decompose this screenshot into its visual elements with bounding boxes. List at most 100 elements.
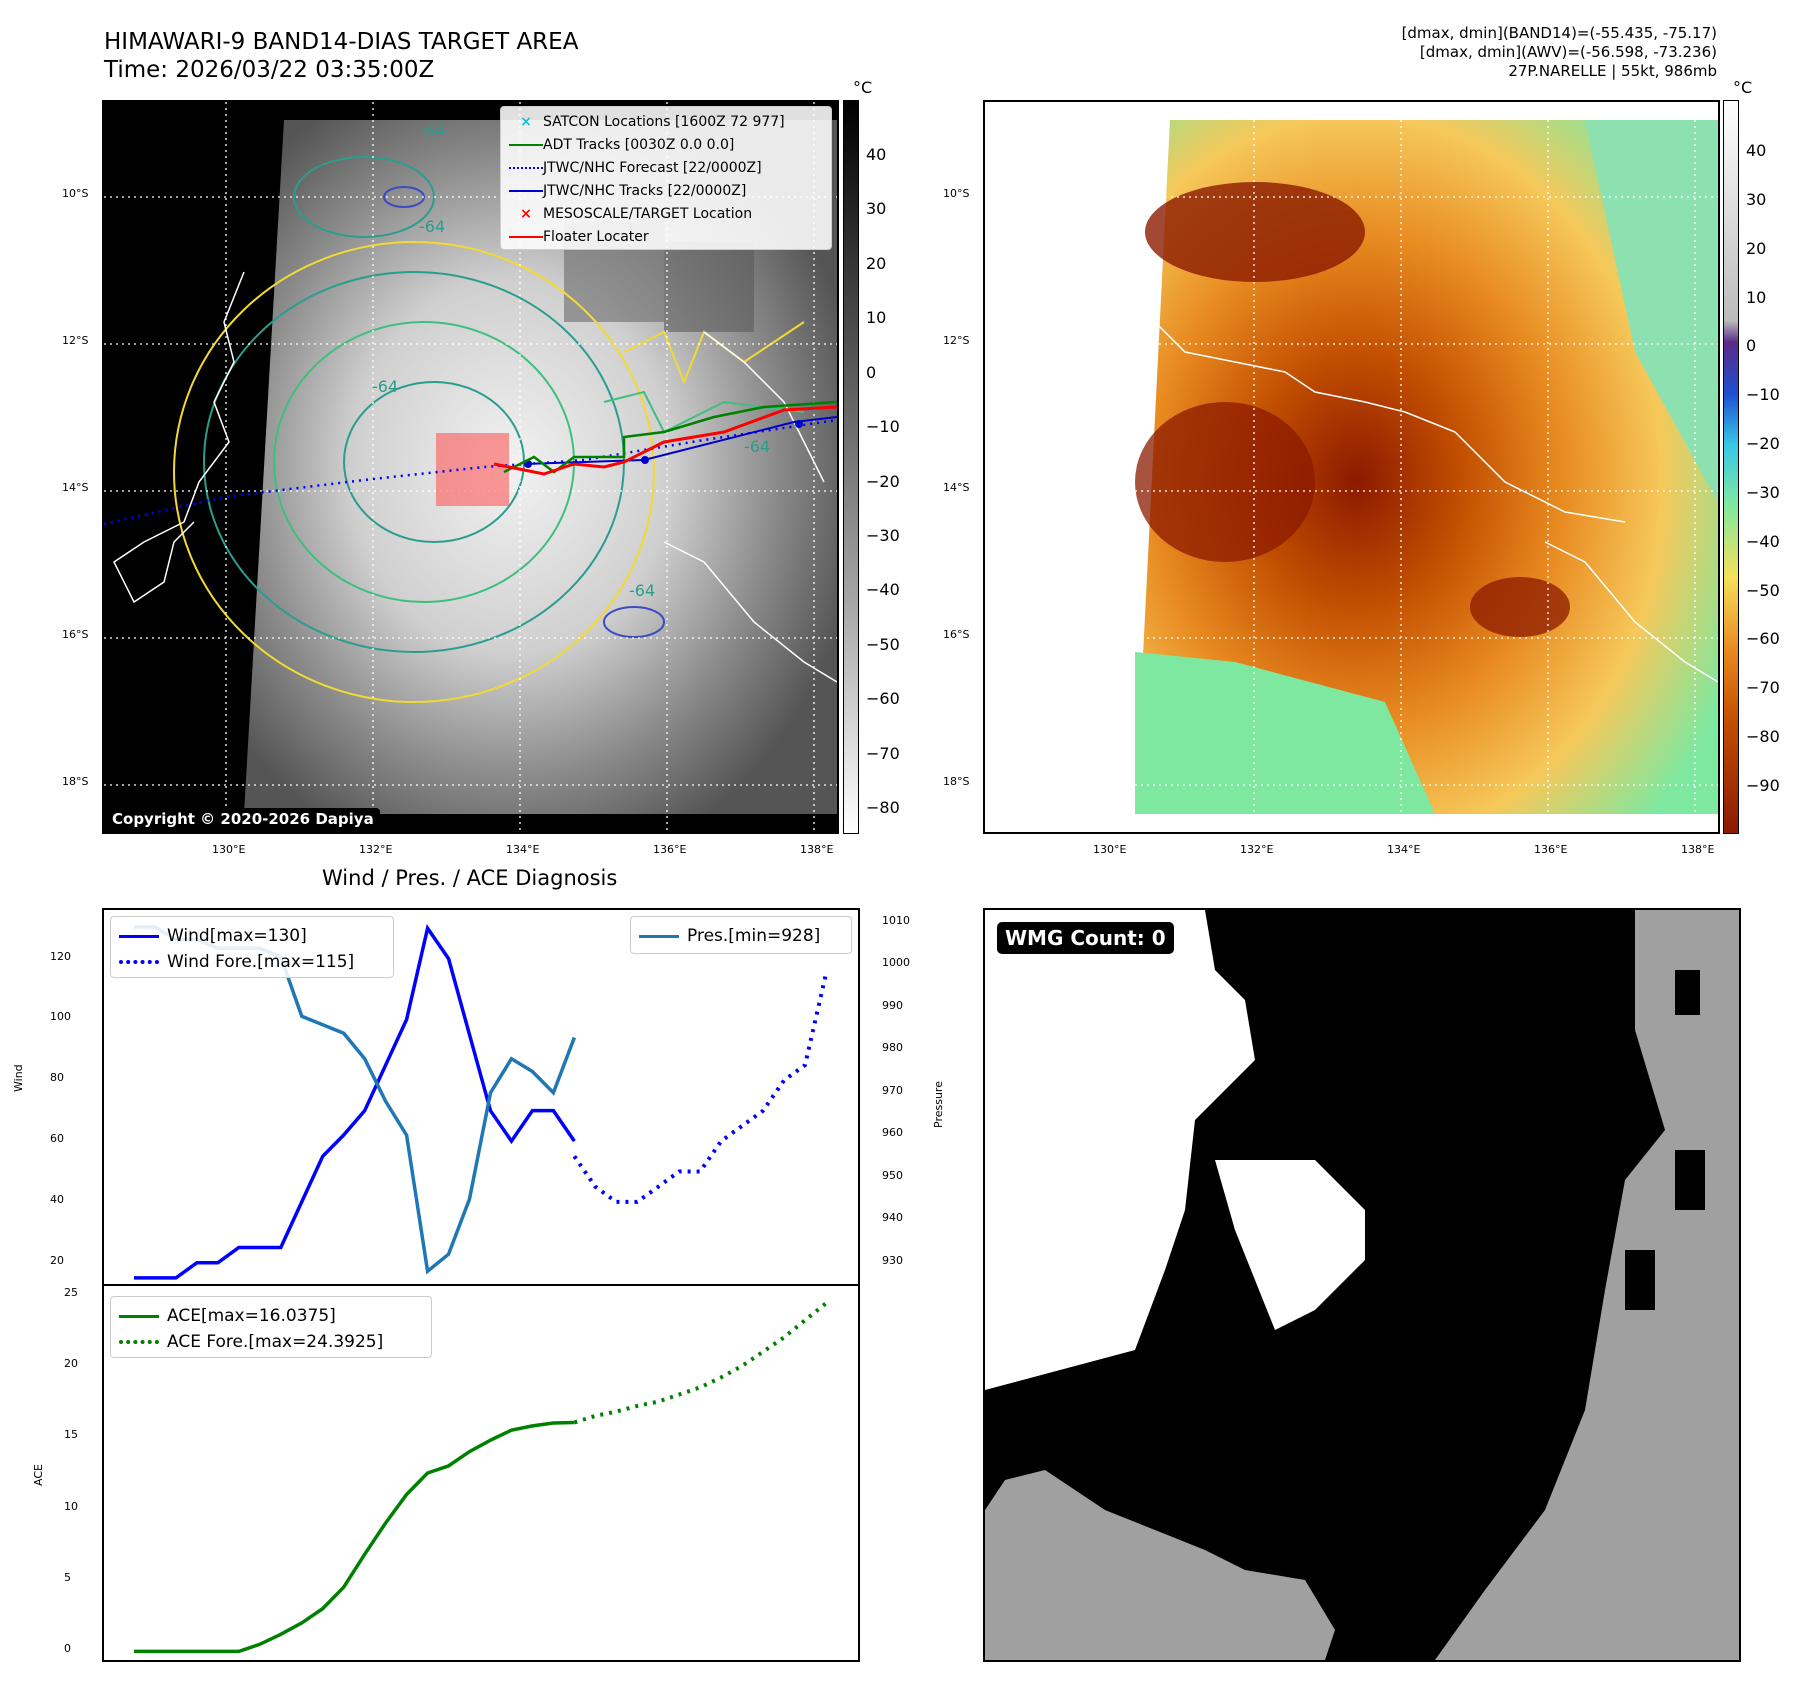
colorbar2-tick: 20 [1746,238,1767,258]
map-lat-tick: 10°S [943,187,970,200]
pressure-tick-label: 980 [882,1041,903,1055]
wind-tick-label: 40 [50,1192,64,1206]
legend-floater: Floater Locater [509,226,785,249]
map-lon-tick: 136°E [653,843,687,856]
legend-jtwc-forecast: JTWC/NHC Forecast [22/0000Z] [509,157,785,180]
legend-ace-fore: ACE Fore.[max=24.3925] [119,1329,383,1355]
legend-wind-fore: Wind Fore.[max=115] [119,949,354,975]
wind-tick-label: 120 [50,949,71,963]
satcon-marker-icon: × [520,114,532,130]
line-dot-marker-icon [509,190,543,192]
ace-tick-label: 20 [64,1356,78,1370]
colorbar1-tick: 40 [866,145,887,164]
colorbar1-tick: −20 [866,471,900,491]
dotted-line-icon [119,960,159,964]
solid-line-icon [119,1314,159,1318]
floater-locater-line [493,405,837,476]
colorbar2 [1723,100,1739,834]
map-lon-tick: 130°E [212,843,246,856]
wind-tick-label: 100 [50,1010,71,1024]
colorbar1-tick: −10 [866,417,900,437]
colorbar2-tick: −80 [1746,727,1780,747]
ace-tick-label: 5 [64,1571,71,1585]
series-line [572,973,828,1204]
info-line2: [dmax, dmin](AWV)=(-56.598, -73.236) [1419,43,1717,61]
colorbar2-unit: °C [1733,78,1753,97]
pressure-tick-label: 950 [882,1168,903,1182]
contour-label: -64 [419,121,445,140]
dotted-line-icon [119,1340,159,1344]
contour-label: -64 [372,377,398,396]
pressure-tick-label: 990 [882,998,903,1012]
series-line [573,1301,828,1425]
legend-adt: ADT Tracks [0030Z 0.0 0.0] [509,134,785,157]
colorbar2-tick: −90 [1746,776,1780,795]
adt-track-line [503,400,837,474]
ace-tick-label: 25 [64,1285,78,1299]
map-lat-tick: 18°S [943,775,970,788]
map-lon-tick: 138°E [800,843,834,856]
pressure-ylabel: Pressure [932,1081,945,1128]
colorbar2-tick: −70 [1746,678,1780,698]
colorbar2-tick: −50 [1746,580,1780,600]
solid-line-icon [119,934,159,938]
wind-pressure-panel: Wind[max=130] Wind Fore.[max=115] Pres.[… [102,908,860,1286]
ace-tick-label: 15 [64,1428,78,1442]
colorbar2-tick: −20 [1746,434,1780,454]
map-title-line2: Time: 2026/03/22 03:35:00Z [104,57,435,83]
colorbar1 [843,100,859,834]
awv-map-image [985,102,1718,832]
map-lon-tick: 132°E [1240,843,1274,856]
awv-map-panel [983,100,1720,834]
contour-label: -64 [629,581,655,600]
colorbar1-tick: −50 [866,634,900,654]
wmg-mask-image [985,910,1739,1660]
wind-tick-label: 20 [50,1253,64,1267]
map-lat-tick: 16°S [943,628,970,641]
map-lat-tick: 12°S [943,334,970,347]
map-lon-tick: 138°E [1681,843,1715,856]
wind-legend: Wind[max=130] Wind Fore.[max=115] [110,916,394,978]
legend-jtwc-tracks: JTWC/NHC Tracks [22/0000Z] [509,180,785,203]
colorbar1-tick: 10 [866,308,887,328]
wmg-panel: WMG Count: 0 [983,908,1741,1662]
legend-wind: Wind[max=130] [119,923,354,949]
ace-ylabel: ACE [32,1464,45,1486]
ace-tick-label: 10 [64,1499,78,1513]
solid-line-icon [639,934,679,938]
copyright-badge: Copyright © 2020-2026 Dapiya [106,808,380,830]
info-line1: [dmax, dmin](BAND14)=(-55.435, -75.17) [1401,24,1717,42]
legend-mesoscale: × MESOSCALE/TARGET Location [509,203,785,226]
map-lon-tick: 134°E [1387,843,1421,856]
ace-panel: ACE[max=16.0375] ACE Fore.[max=24.3925] [102,1284,860,1662]
dotted-marker-icon [509,167,543,169]
map-lon-tick: 136°E [1534,843,1568,856]
map-lat-tick: 12°S [62,334,89,347]
pressure-tick-label: 940 [882,1211,903,1225]
map-lat-tick: 10°S [62,187,89,200]
info-line3: 27P.NARELLE | 55kt, 986mb [1508,62,1717,80]
colorbar2-tick: −30 [1746,482,1780,502]
pressure-tick-label: 930 [882,1253,903,1267]
map-lat-tick: 14°S [943,481,970,494]
ace-plot [134,1301,828,1654]
map-lon-tick: 132°E [359,843,393,856]
contour-label: -64 [744,437,770,456]
pressure-tick-label: 1010 [882,913,910,927]
legend-satcon: × SATCON Locations [1600Z 72 977] [509,111,785,134]
wmg-count-badge: WMG Count: 0 [997,922,1174,954]
line-marker-icon [509,144,543,146]
diagnosis-title: Wind / Pres. / ACE Diagnosis [322,866,618,890]
pressure-tick-label: 970 [882,1083,903,1097]
colorbar1-tick: 0 [866,362,877,382]
mesoscale-marker-icon: × [520,206,532,222]
colorbar1-tick: −70 [866,743,900,763]
colorbar1-tick: 30 [866,199,887,219]
pressure-legend: Pres.[min=928] [630,916,852,954]
series-line [134,1420,575,1654]
colorbar1-tick: −80 [866,798,900,817]
colorbar2-tick: 10 [1746,287,1767,307]
ir-map-panel: -64 -64 -64 -64 -64 × SATCON Locations [1… [102,100,839,834]
wind-ylabel: Wind [12,1064,25,1092]
colorbar2-tick: 30 [1746,189,1767,209]
